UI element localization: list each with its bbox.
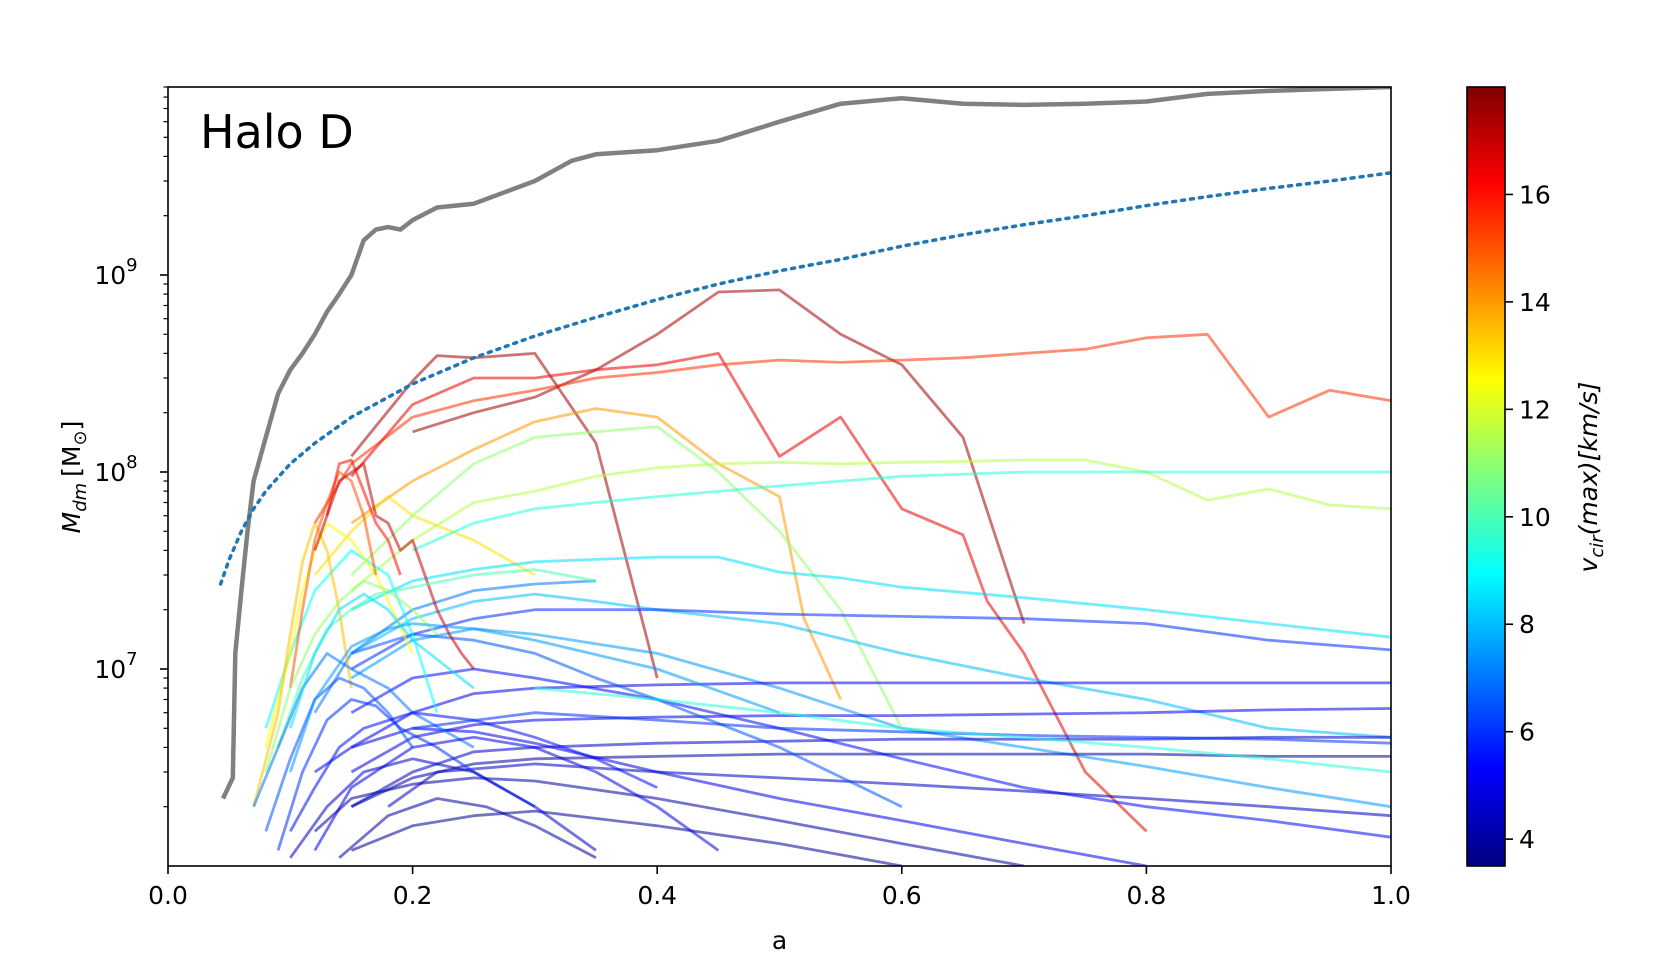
- subhalo-line: [350, 809, 903, 866]
- subhalo-line: [325, 458, 402, 576]
- colorbar: [1466, 86, 1506, 867]
- colorbar-tick-label: 10: [1519, 503, 1551, 532]
- colorbar-tick-label: 6: [1519, 718, 1535, 747]
- y-axis-label-unit: [M: [57, 445, 86, 476]
- x-tick-label: 0.0: [148, 881, 188, 910]
- y-axis-label-unit-sub: ⊙: [70, 430, 91, 445]
- subhalo-line: [350, 407, 842, 701]
- x-axis: 0.0 0.2 0.4 0.6 0.8 1.0: [148, 866, 1411, 910]
- subhalo-line: [252, 521, 353, 808]
- plot-frame: [167, 86, 1392, 867]
- subhalo-line: [276, 698, 536, 851]
- colorbar-label-base: v: [1574, 556, 1603, 572]
- subhalo-line: [313, 332, 1391, 524]
- subhalo-line: [350, 592, 1391, 739]
- subhalo-line: [252, 652, 475, 808]
- subhalo-line: [350, 681, 1391, 749]
- y-axis-label-sub: dm: [70, 483, 91, 512]
- colorbar-tick-label: 14: [1519, 288, 1551, 317]
- subhalo-line: [313, 495, 536, 577]
- host-halo-line: [220, 87, 1391, 800]
- y-axis: 107 108 109: [94, 86, 168, 808]
- subhalo-line: [350, 608, 1391, 671]
- halo-annotation: Halo D: [200, 105, 354, 159]
- subhalo-line: [313, 735, 720, 852]
- subhalo-line: [350, 707, 1391, 774]
- x-tick-label: 0.2: [393, 881, 433, 910]
- series-layer: [218, 87, 1391, 866]
- colorbar-label: vcir(max)[km/s]: [1574, 382, 1608, 573]
- subhalo-line: [289, 711, 658, 832]
- subhalo-line: [313, 579, 597, 714]
- colorbar-ticks: 4 6 8 10 12 14 16: [1505, 180, 1551, 854]
- subhalo-line: [534, 686, 1391, 774]
- subhalo-line: [350, 555, 1391, 639]
- subhalo-line: [313, 462, 475, 670]
- reference-dotted-line: [218, 171, 1391, 586]
- x-axis-label: a: [772, 926, 787, 955]
- colorbar-tick-label: 16: [1519, 180, 1551, 209]
- subhalo-line: [288, 592, 475, 729]
- subhalo-line: [289, 757, 597, 859]
- x-tick-label: 0.4: [637, 881, 677, 910]
- y-axis-label: Mdm [M⊙]: [57, 421, 91, 534]
- colorbar-tick-label: 4: [1519, 825, 1535, 854]
- subhalo-line: [264, 579, 439, 773]
- subhalo-line: [264, 676, 414, 832]
- colorbar-tick-label: 12: [1519, 395, 1551, 424]
- subhalo-line: [350, 458, 1391, 592]
- subhalo-line: [350, 632, 903, 808]
- y-tick-label: 107: [94, 649, 137, 684]
- colorbar-label-sub: cir: [1587, 534, 1608, 558]
- subhalo-line: [350, 425, 904, 729]
- x-tick-label: 0.8: [1127, 881, 1167, 910]
- subhalo-line: [313, 776, 1025, 866]
- y-tick-label: 109: [94, 255, 137, 290]
- x-tick-label: 1.0: [1371, 881, 1411, 910]
- x-tick-label: 0.6: [882, 881, 922, 910]
- colorbar-tick-label: 8: [1519, 610, 1535, 639]
- subhalo-line: [350, 627, 1391, 809]
- subhalo-line: [350, 735, 1391, 808]
- subhalo-line: [338, 797, 597, 860]
- subhalo-line: [412, 711, 1391, 745]
- subhalo-line: [288, 622, 780, 773]
- subhalo-line: [412, 288, 1026, 625]
- subhalo-line: [387, 762, 1391, 818]
- subhalo-line: [350, 351, 1148, 833]
- y-axis-label-unit-close: ]: [57, 421, 86, 431]
- y-tick-label: 108: [94, 452, 137, 487]
- colorbar-label-rest: (max)[km/s]: [1574, 382, 1603, 536]
- y-axis-label-base: M: [57, 512, 86, 534]
- subhalo-line: [412, 470, 1391, 552]
